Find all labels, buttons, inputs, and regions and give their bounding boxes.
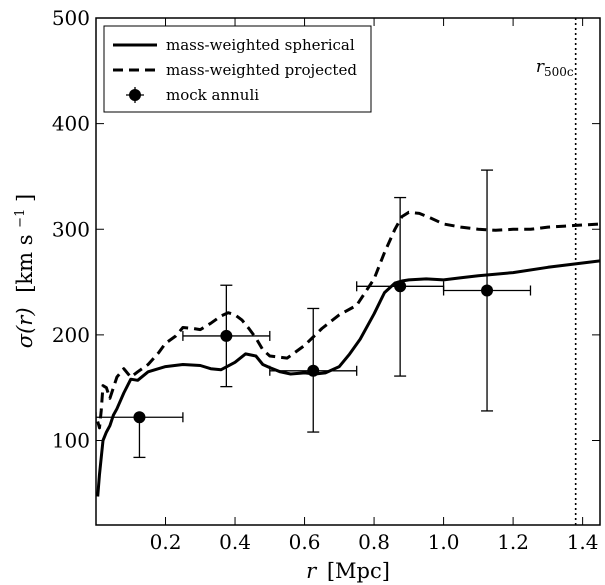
x-tick-label: 0.2 bbox=[150, 530, 182, 554]
y-tick-label: 200 bbox=[52, 323, 90, 347]
data-point-annulus bbox=[442, 169, 532, 412]
marker bbox=[307, 364, 320, 377]
vline-layer: r500c bbox=[536, 18, 577, 525]
y-tick-label: 400 bbox=[52, 112, 90, 136]
y-axis-unit-close: ] bbox=[13, 194, 37, 202]
legend: mass-weighted spherical mass-weighted pr… bbox=[103, 25, 372, 113]
x-tick-label: 0.8 bbox=[358, 530, 390, 554]
legend-label-annuli: mock annuli bbox=[166, 86, 259, 104]
x-tick-label: 1.4 bbox=[567, 530, 599, 554]
ticks-layer: 0.2 0.4 0.6 0.8 1.0 1.2 1.4 100 200 300 400 500 bbox=[52, 6, 600, 554]
x-tick-label: 0.4 bbox=[219, 530, 251, 554]
y-axis-unit-exponent: −1 bbox=[13, 209, 28, 228]
data-point-annulus bbox=[269, 307, 358, 433]
series-line-projected bbox=[96, 210, 600, 430]
y-axis-symbol: σ(r) bbox=[13, 307, 37, 348]
marker bbox=[394, 280, 407, 293]
y-axis-unit: [km s bbox=[13, 235, 37, 293]
x-axis-symbol: r bbox=[306, 559, 318, 583]
points-layer bbox=[96, 169, 532, 459]
x-axis-unit: [Mpc] bbox=[327, 559, 390, 583]
legend-label-spherical: mass-weighted spherical bbox=[166, 36, 355, 54]
r500c-label: r500c bbox=[536, 57, 574, 79]
series-layer bbox=[96, 210, 600, 497]
y-tick-label: 500 bbox=[52, 6, 90, 30]
x-tick-label: 1.2 bbox=[497, 530, 529, 554]
x-tick-label: 1.0 bbox=[428, 530, 460, 554]
data-point-annulus bbox=[182, 284, 271, 388]
series-line-spherical bbox=[96, 259, 600, 497]
y-tick-label: 100 bbox=[52, 429, 90, 453]
x-axis-title: r [Mpc] bbox=[306, 559, 390, 583]
y-tick-label: 300 bbox=[52, 217, 90, 241]
y-axis-title: σ(r) [km s −1 ] bbox=[5, 194, 37, 349]
x-tick-label: 0.6 bbox=[289, 530, 321, 554]
data-point-annulus bbox=[356, 196, 445, 377]
data-point-annulus bbox=[96, 411, 184, 459]
marker bbox=[133, 411, 146, 424]
legend-swatch-annuli bbox=[129, 89, 141, 101]
marker bbox=[220, 329, 233, 342]
legend-label-projected: mass-weighted projected bbox=[166, 61, 357, 79]
plot-area-frame bbox=[95, 17, 601, 526]
marker bbox=[481, 284, 494, 297]
